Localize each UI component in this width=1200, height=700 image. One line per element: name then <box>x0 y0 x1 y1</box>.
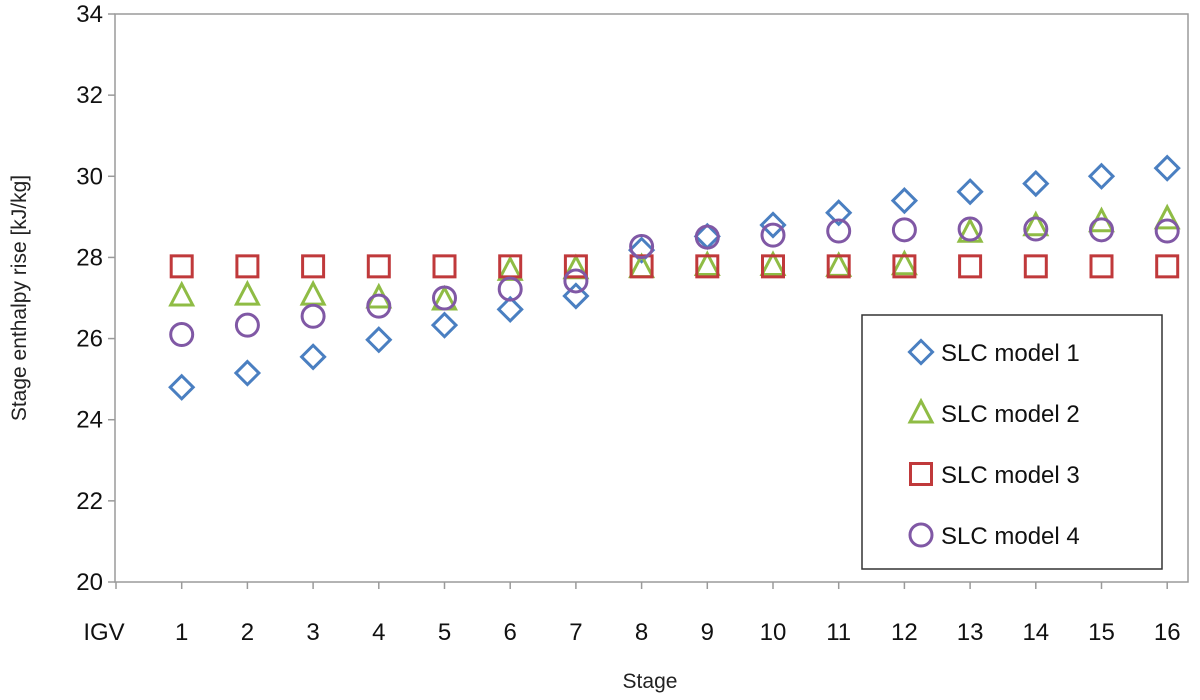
point-slc-model-4-stage-11 <box>826 218 852 244</box>
point-slc-model-2-stage-1 <box>168 280 196 307</box>
point-slc-model-3-stage-15 <box>1089 254 1114 279</box>
point-slc-model-1-stage-6 <box>496 295 524 323</box>
y-tick-label-30: 30 <box>76 163 103 190</box>
legend-label-slc-model-1: SLC model 1 <box>941 340 1080 367</box>
point-slc-model-4-stage-2 <box>234 312 260 338</box>
x-tick-label-14: 14 <box>1022 619 1049 646</box>
point-slc-model-1-stage-11 <box>825 199 853 227</box>
point-slc-model-3-stage-10 <box>761 254 785 279</box>
point-slc-model-3-stage-5 <box>432 254 457 279</box>
legend-marker-slc-model-4 <box>908 522 934 548</box>
x-tick-label-16: 16 <box>1154 619 1181 646</box>
x-tick-label-2: 2 <box>241 619 254 646</box>
series-slc-model-3 <box>169 254 1180 279</box>
x-axis-title: Stage <box>623 670 678 693</box>
point-slc-model-3-stage-9 <box>695 254 720 279</box>
point-slc-model-4-stage-12 <box>891 217 917 243</box>
point-slc-model-2-stage-16 <box>1153 203 1181 230</box>
point-slc-model-4-stage-4 <box>366 293 392 319</box>
point-slc-model-4-stage-13 <box>957 216 983 242</box>
x-tick-label-5: 5 <box>438 619 451 646</box>
legend-label-slc-model-3: SLC model 3 <box>941 462 1080 489</box>
point-slc-model-3-stage-11 <box>826 254 851 279</box>
point-slc-model-4-stage-16 <box>1154 218 1180 244</box>
point-slc-model-3-stage-13 <box>958 254 983 279</box>
point-slc-model-1-stage-4 <box>365 326 393 354</box>
x-tick-label-12: 12 <box>891 619 918 646</box>
point-slc-model-3-stage-7 <box>563 254 588 279</box>
legend-marker-slc-model-1 <box>907 338 935 366</box>
y-tick-label-32: 32 <box>76 82 103 109</box>
point-slc-model-3-stage-2 <box>235 254 260 279</box>
point-slc-model-4-stage-7 <box>563 268 589 294</box>
series-slc-model-4 <box>169 216 1180 348</box>
y-tick-label-34: 34 <box>76 1 103 28</box>
point-slc-model-1-stage-12 <box>890 187 919 215</box>
point-slc-model-3-stage-16 <box>1155 254 1180 279</box>
point-slc-model-1-stage-10 <box>759 211 787 239</box>
point-slc-model-2-stage-12 <box>890 249 918 276</box>
point-slc-model-4-stage-8 <box>629 233 655 259</box>
x-tick-label-7: 7 <box>569 619 582 646</box>
point-slc-model-4-stage-14 <box>1023 216 1049 242</box>
point-slc-model-1-stage-14 <box>1022 169 1050 198</box>
point-slc-model-3-stage-3 <box>301 254 326 279</box>
point-slc-model-2-stage-14 <box>1022 210 1050 237</box>
x-tick-label-igv: IGV <box>83 619 124 646</box>
point-slc-model-4-stage-9 <box>694 224 720 250</box>
x-tick-label-3: 3 <box>306 619 319 646</box>
point-slc-model-4-stage-6 <box>497 276 523 302</box>
point-slc-model-1-stage-1 <box>168 373 196 401</box>
x-tick-label-11: 11 <box>826 619 851 646</box>
legend-item-slc-model-1: SLC model 1 <box>907 338 1080 367</box>
x-axis: IGV 1 2 3 4 5 6 7 8 9 10 11 12 13 14 15 16 <box>83 582 1181 646</box>
legend-item-slc-model-2: SLC model 2 <box>907 397 1080 428</box>
x-tick-label-1: 1 <box>175 619 188 646</box>
point-slc-model-4-stage-1 <box>169 322 195 348</box>
x-tick-label-8: 8 <box>635 619 648 646</box>
y-tick-label-22: 22 <box>76 488 103 515</box>
x-tick-label-4: 4 <box>372 619 385 646</box>
y-tick-label-24: 24 <box>76 407 103 434</box>
point-slc-model-1-stage-8 <box>627 236 656 264</box>
legend-item-slc-model-4: SLC model 4 <box>908 522 1080 550</box>
point-slc-model-4-stage-10 <box>760 222 786 248</box>
legend-marker-slc-model-2 <box>907 397 935 424</box>
y-tick-label-26: 26 <box>76 326 103 353</box>
point-slc-model-3-stage-8 <box>629 254 654 279</box>
point-slc-model-1-stage-13 <box>956 178 984 206</box>
point-slc-model-4-stage-3 <box>300 303 326 329</box>
point-slc-model-3-stage-4 <box>366 254 391 279</box>
point-slc-model-3-stage-12 <box>892 254 917 279</box>
y-axis: 20 22 24 26 28 30 32 34 <box>76 1 115 596</box>
legend-label-slc-model-2: SLC model 2 <box>941 401 1080 428</box>
x-tick-label-6: 6 <box>504 619 517 646</box>
point-slc-model-1-stage-16 <box>1153 154 1181 182</box>
legend-label-slc-model-4: SLC model 4 <box>941 523 1080 550</box>
x-tick-label-15: 15 <box>1088 619 1115 646</box>
point-slc-model-1-stage-2 <box>233 359 262 387</box>
point-slc-model-1-stage-3 <box>299 343 327 371</box>
point-slc-model-3-stage-14 <box>1023 254 1048 279</box>
point-slc-model-3-stage-1 <box>169 254 194 279</box>
y-axis-title: Stage enthalpy rise [kJ/kg] <box>8 175 31 421</box>
point-slc-model-4-stage-5 <box>432 285 457 311</box>
x-tick-label-9: 9 <box>701 619 714 646</box>
x-tick-label-13: 13 <box>957 619 984 646</box>
legend-item-slc-model-3: SLC model 3 <box>909 462 1080 489</box>
point-slc-model-4-stage-15 <box>1089 217 1114 243</box>
point-slc-model-2-stage-2 <box>233 279 261 306</box>
point-slc-model-2-stage-9 <box>693 250 721 277</box>
y-tick-label-28: 28 <box>76 244 103 271</box>
legend: SLC model 1 SLC model 2 SLC model 3 SLC mod… <box>861 314 1163 570</box>
point-slc-model-1-stage-7 <box>562 282 590 310</box>
x-tick-label-10: 10 <box>760 619 787 646</box>
legend-marker-slc-model-3 <box>909 462 933 486</box>
series-layer <box>168 154 1181 401</box>
point-slc-model-1-stage-15 <box>1087 162 1116 190</box>
point-slc-model-1-stage-5 <box>430 311 459 339</box>
point-slc-model-2-stage-10 <box>759 250 787 277</box>
y-tick-label-20: 20 <box>76 569 103 596</box>
